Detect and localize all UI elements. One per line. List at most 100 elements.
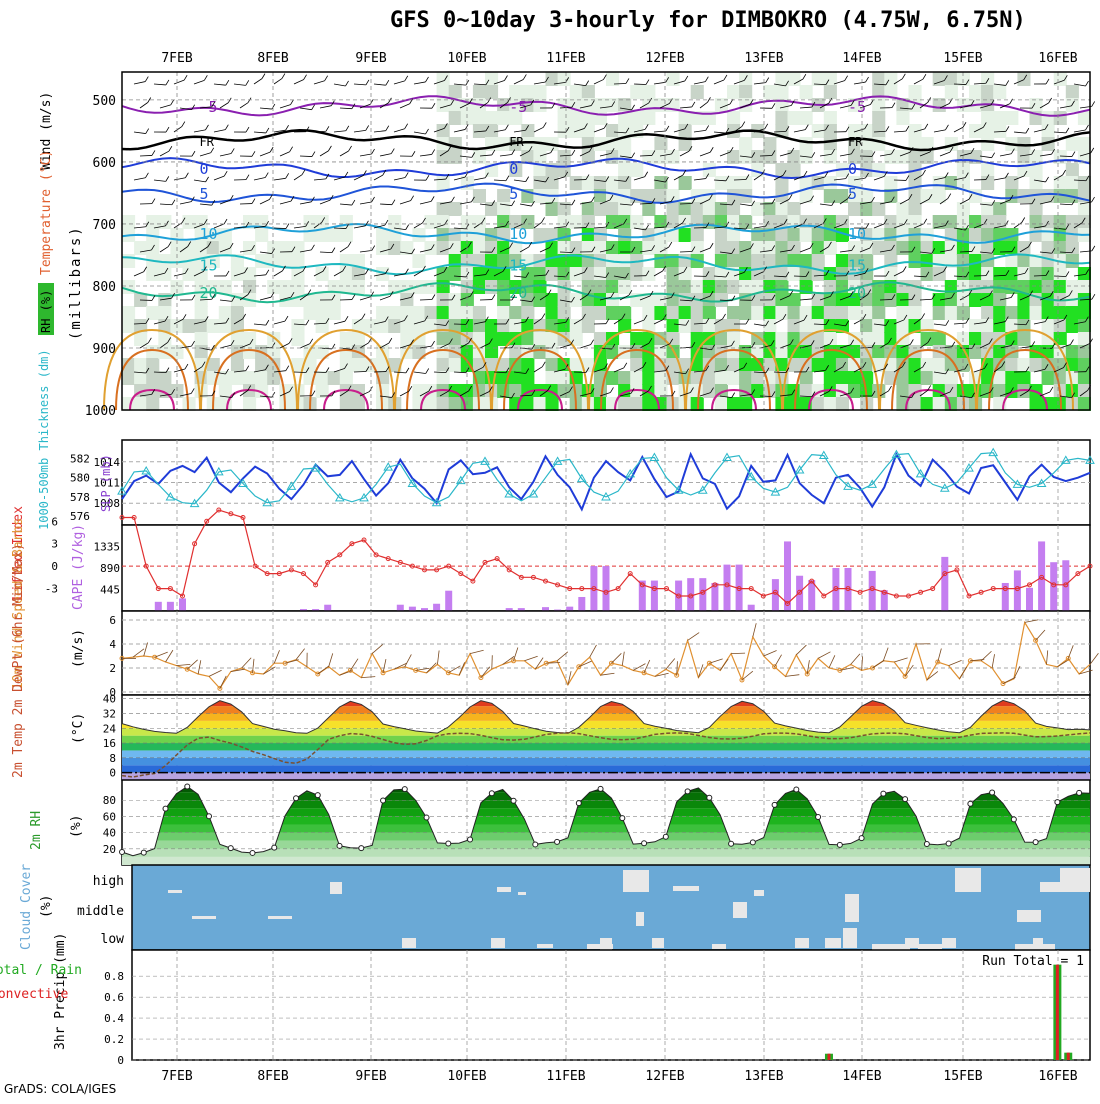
rh-cell [1042,267,1055,281]
cape-bar [578,597,585,611]
rh-cell [763,241,776,255]
rh-cell [1005,111,1018,125]
wind-barb [794,276,806,277]
rh-cell [800,111,813,125]
rh-cell [243,241,256,255]
rh-cell [642,397,655,411]
rh-cell [1042,189,1055,203]
rh-cell [909,306,922,320]
rh-marker [663,834,668,839]
rh-cell [558,163,571,177]
rh-cell [739,85,752,99]
rh-cell [1042,306,1055,320]
rh-cell [1078,176,1091,190]
wind-barb [960,251,972,252]
rh-cell [533,228,546,242]
pressure-tick-label: 900 [93,342,116,357]
rh-cell [485,280,498,294]
rh-cell [679,254,692,268]
top-date-label: 16FEB [1038,51,1077,66]
chart-title: GFS 0~10day 3-hourly for DIMBOKRO (4.75W… [390,8,1026,33]
bottom-date-label: 12FEB [645,1069,684,1084]
rh-cell [1054,176,1067,190]
rh-marker [903,797,908,802]
rh-cell [824,397,837,411]
rh-cell [594,280,607,294]
rh-cell [969,345,982,359]
rh-cell [630,358,643,372]
rh-cell [558,319,571,333]
rh-marker [468,837,473,842]
wind-barb [614,83,626,84]
rh-marker [707,795,712,800]
rh-tick-label: 80 [103,794,116,807]
rh-cell [763,306,776,320]
rh-cell [279,280,292,294]
rh-cell [909,241,922,255]
rh-cell [485,202,498,216]
rh-cell [1078,202,1091,216]
rh-cell [582,215,595,229]
wind-tick-label: 6 [109,614,116,627]
temp-band [122,765,1090,772]
rh-cell [134,332,147,346]
rh-cell [981,85,994,99]
cloud-block [168,890,182,893]
rh-cell [715,371,728,385]
rh-cell [1005,371,1018,385]
rh-cell [304,215,317,229]
temp-band [122,750,1090,757]
rh-cell [570,215,583,229]
rh-cell [921,332,934,346]
rh-marker [250,850,255,855]
wind-barb [274,228,286,229]
rh-cell [630,111,643,125]
rh-cell [1054,280,1067,294]
rh-cell [703,384,716,398]
rh-cell [570,176,583,190]
rh-cell [667,306,680,320]
rh-cell [219,319,232,333]
rh-cell [933,241,946,255]
cape-tick-label: 890 [100,562,120,575]
rh-band [122,857,1090,865]
rh-cell [630,397,643,411]
wind-barb [634,84,646,85]
rh-cell [981,176,994,190]
temp-tick-label: 32 [103,707,116,720]
rh-cell [606,371,619,385]
temp2m-axis-label: 2m Temp 2m DewPt (6hr Min/Max) [11,543,26,778]
rh-cell [872,137,885,151]
rh-cell [449,306,462,320]
temp2m-unit-label: (°C) [71,713,86,744]
rh-cell [1066,137,1079,151]
rh-cell [654,189,667,203]
wind-barb [314,372,326,373]
thickness-tick-label: 582 [70,452,90,465]
rh-cell [872,241,885,255]
rh-cell [836,306,849,320]
rh-cell [739,176,752,190]
rh-cell [909,85,922,99]
rh-cell [1066,371,1079,385]
cape-bar [687,578,694,611]
rh-cell [485,241,498,255]
rh-cell [775,332,788,346]
rh-cell [667,280,680,294]
rh-cell [1030,228,1043,242]
rh-marker [924,841,929,846]
rh-cell [243,397,256,411]
rh-cell [812,254,825,268]
cloud-level-label: low [101,932,125,947]
rh-cell [933,306,946,320]
rh-cell [1017,267,1030,281]
rh-cell [933,332,946,346]
rh-cell [824,306,837,320]
rh-cell [437,280,450,294]
rh-cell [654,176,667,190]
rh-cell [546,267,559,281]
rh-cell [921,397,934,411]
rh-cell [848,306,861,320]
rh-cell [509,306,522,320]
rh-cell [473,267,486,281]
